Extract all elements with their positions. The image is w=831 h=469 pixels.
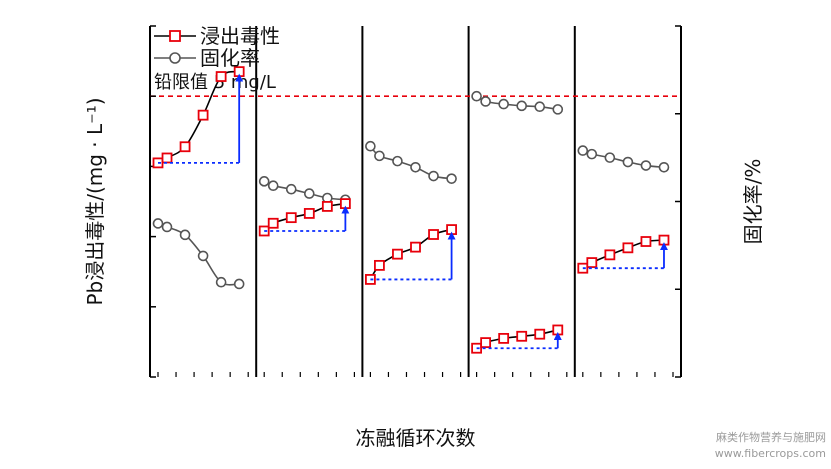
axis-ticks [150, 25, 681, 378]
leaching-point [374, 259, 385, 271]
leaching-point [392, 248, 403, 260]
solidification-point [215, 276, 227, 288]
leaching-point [446, 224, 457, 235]
solidification-point [446, 173, 457, 184]
solidification-point [233, 278, 245, 290]
solidification-point [471, 90, 482, 102]
plot-frame [149, 26, 682, 377]
leaching-point [516, 330, 528, 342]
solidification-point [197, 250, 209, 262]
legend-label-leaching: 浸出毒性 [200, 24, 280, 48]
annotation-layer [158, 73, 668, 350]
solidification-point [267, 180, 279, 192]
leaching-point [586, 257, 598, 268]
solidification-point [640, 160, 652, 171]
solidification-point [480, 96, 491, 107]
lead-limit-label: 铅限值 5 mg/L [154, 72, 276, 93]
leaching-point [658, 234, 670, 246]
solidification-point [392, 155, 403, 167]
leaching-point [215, 71, 227, 82]
solidification-point [604, 152, 616, 163]
leaching-point [339, 198, 351, 210]
solidification-point [658, 161, 670, 173]
solidification-point [179, 229, 191, 241]
solidification-line [369, 145, 452, 180]
leaching-point [303, 208, 315, 219]
leaching-line [369, 228, 452, 280]
leaching-point [197, 109, 209, 121]
solidification-point [622, 156, 634, 168]
legend-label-solidification: 固化率 [200, 46, 260, 70]
solidification-point [152, 218, 164, 229]
leaching-point [161, 152, 173, 164]
solidification-point [365, 140, 376, 152]
y-axis-label-right: 固化率/% [741, 159, 765, 245]
solidification-point [161, 221, 173, 233]
leaching-point [428, 229, 439, 240]
solidification-point [586, 148, 598, 160]
leaching-point [267, 217, 279, 229]
solidification-point [516, 100, 528, 112]
leaching-point [534, 328, 546, 340]
legend-marker-solidification [169, 52, 181, 64]
solidification-point [428, 170, 439, 182]
leaching-point [640, 236, 652, 247]
solidification-point [374, 150, 385, 162]
leaching-point [622, 242, 634, 254]
solidification-point [498, 98, 509, 110]
solidification-point [410, 161, 421, 173]
watermark-line-2: www.fibercrops.com [715, 447, 826, 460]
legend-marker-leaching [169, 30, 181, 42]
leaching-point [285, 212, 297, 224]
leaching-point [410, 241, 421, 253]
solidification-point [577, 145, 589, 156]
legend: 浸出毒性 固化率 [154, 24, 280, 70]
solidification-point [534, 101, 546, 113]
leaching-point [480, 337, 492, 349]
solidification-point [303, 188, 315, 199]
leaching-point [179, 141, 191, 153]
x-axis-label: 冻融循环次数 [356, 426, 476, 450]
leaching-point [321, 201, 333, 212]
solidification-point [285, 183, 297, 195]
solidification-point [258, 176, 270, 187]
leaching-point [498, 332, 510, 344]
leaching-point [604, 249, 616, 261]
series-layer [152, 66, 670, 354]
reference-layer: 铅限值 5 mg/L [150, 72, 681, 97]
leaching-point [552, 324, 564, 336]
solidification-point [552, 104, 564, 115]
y-axis-label-left: Pb浸出毒性/(mg · L⁻¹) [83, 97, 107, 305]
watermark-line-1: 麻类作物营养与施肥网 [716, 430, 826, 444]
